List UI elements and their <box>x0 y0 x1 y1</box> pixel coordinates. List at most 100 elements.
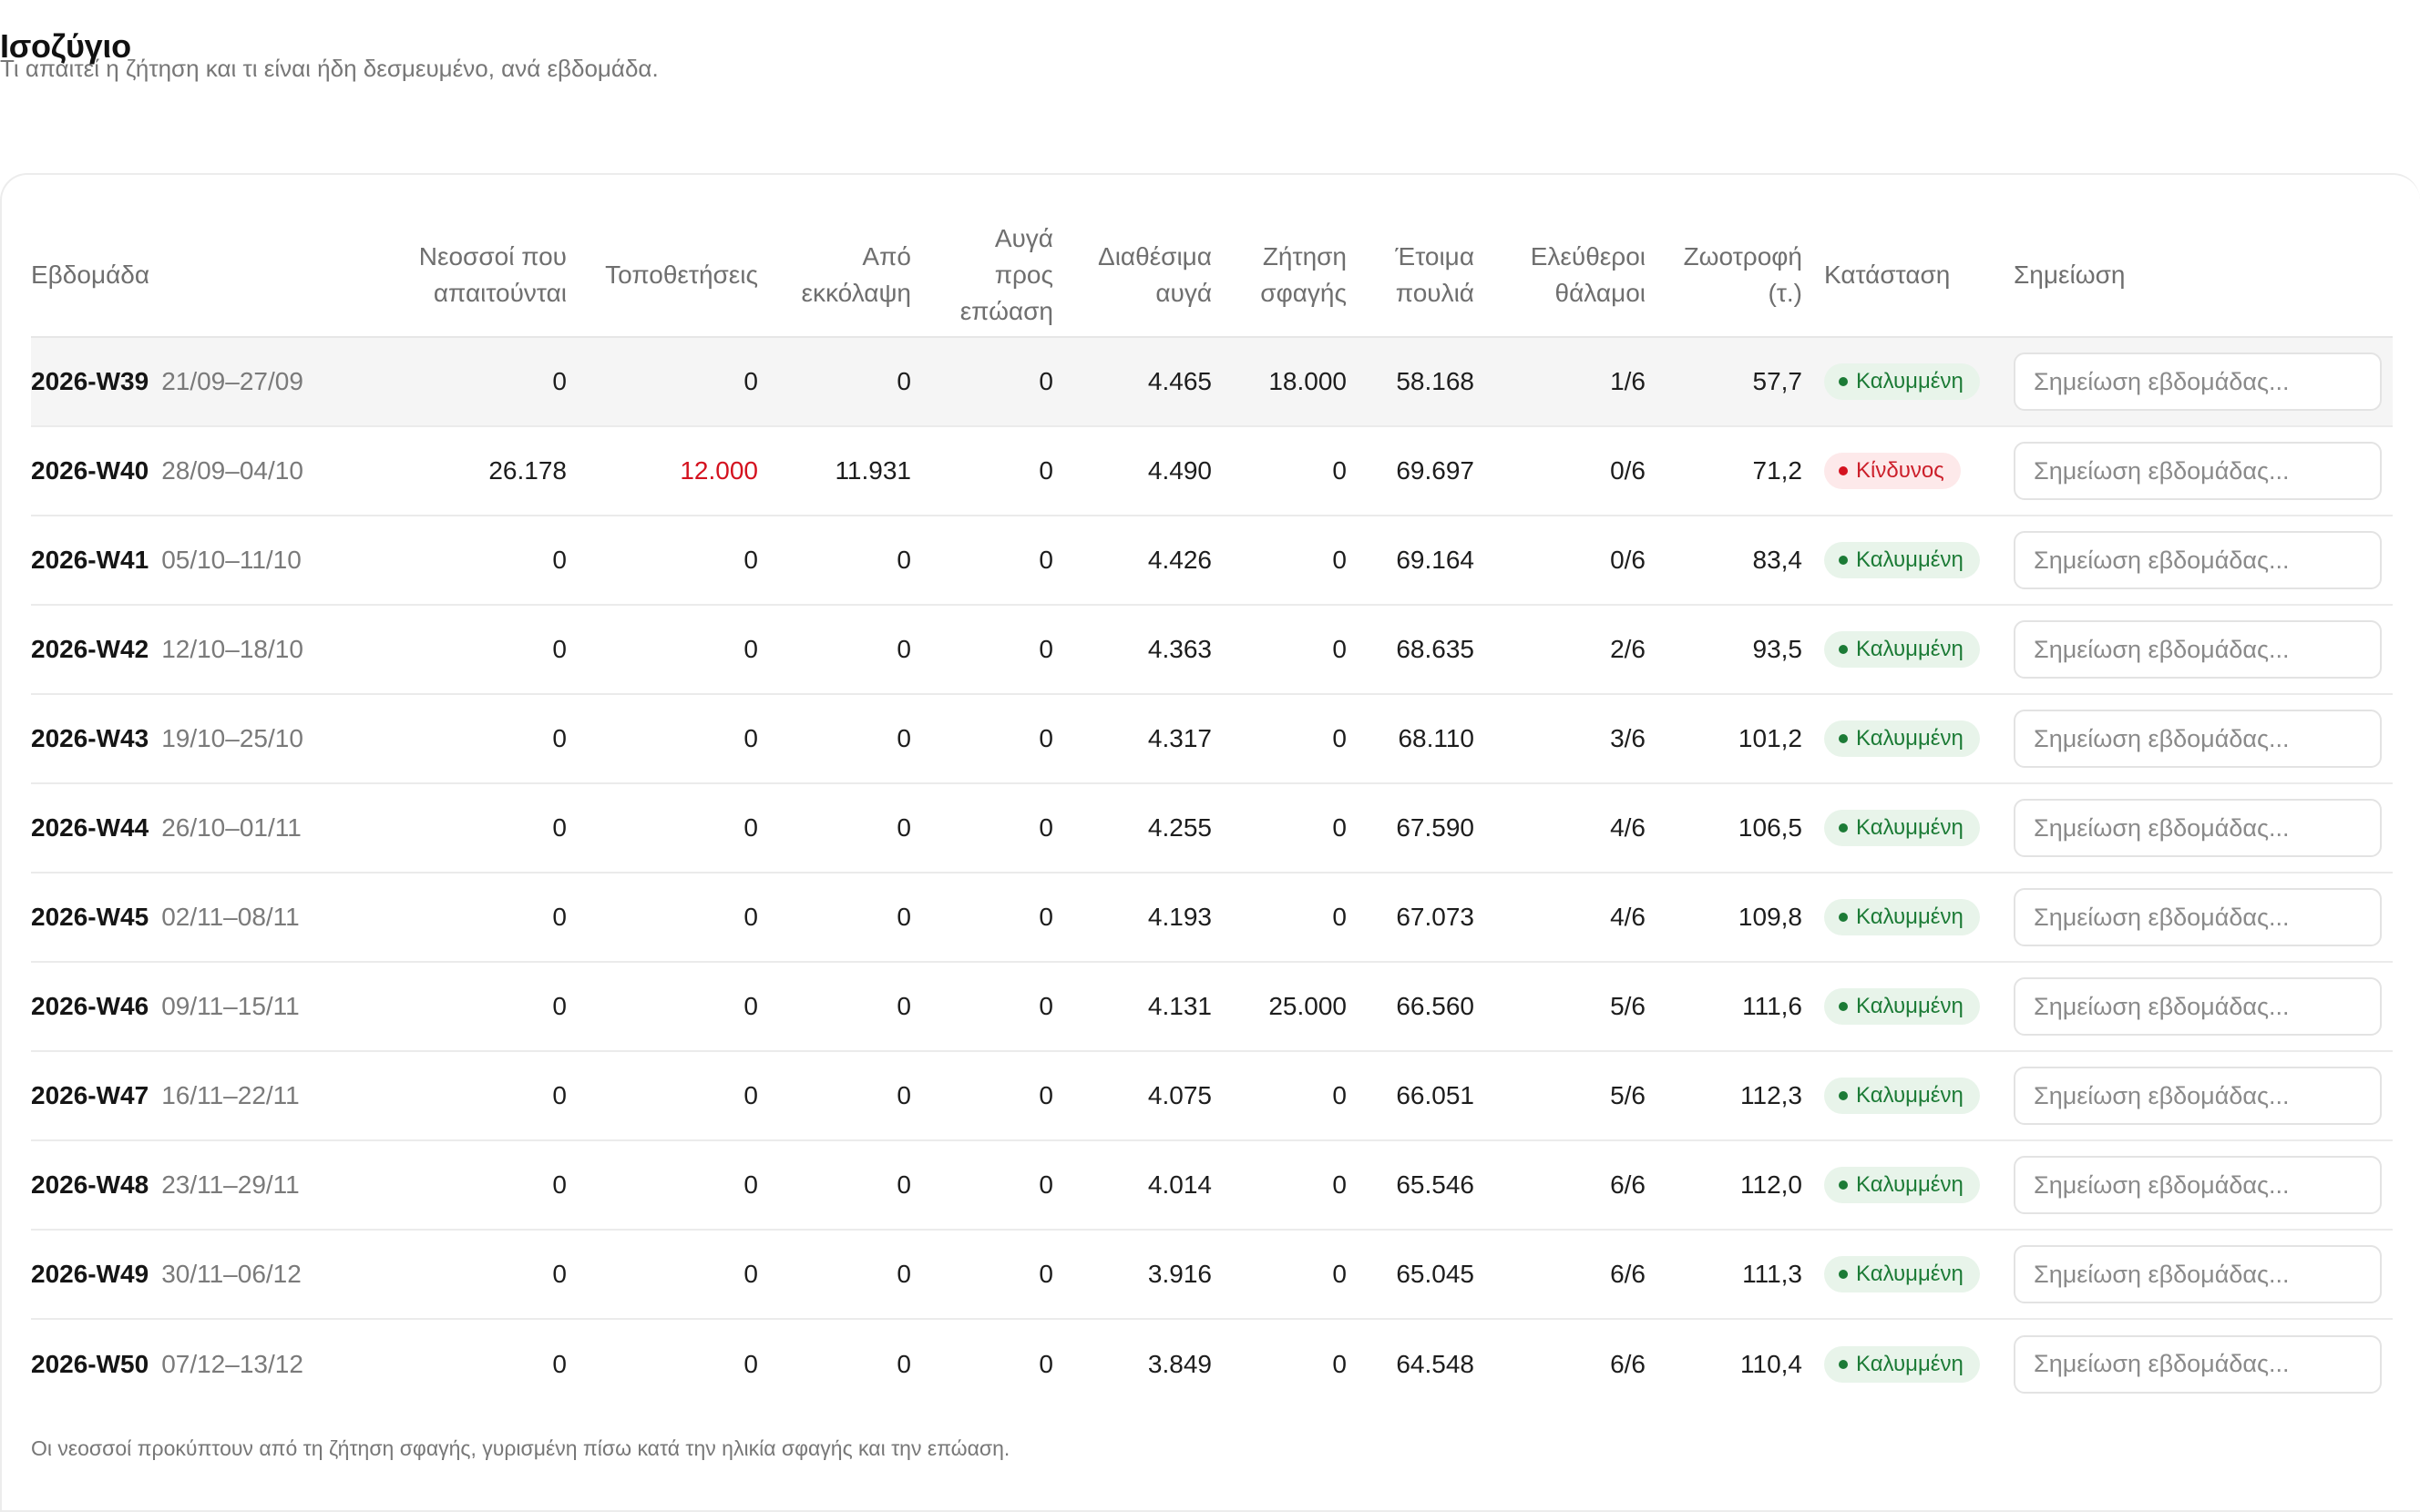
week-range: 30/11–06/12 <box>161 1260 302 1288</box>
header-from-hatch: Από εκκόλαψη <box>769 213 922 338</box>
week-note-input[interactable] <box>2014 442 2382 500</box>
status-badge: Καλυμμένη <box>1824 1167 1980 1203</box>
slaughter-demand-cell: 18.000 <box>1223 337 1358 427</box>
status-label: Καλυμμένη <box>1856 904 1964 929</box>
week-label: 2026-W42 <box>31 635 149 663</box>
available-eggs-cell: 4.255 <box>1064 783 1223 873</box>
placements-cell: 0 <box>578 873 769 963</box>
chicks-required-cell: 0 <box>381 783 578 873</box>
status-badge: Καλυμμένη <box>1824 1078 1980 1114</box>
week-cell: 2026-W45 02/11–08/11 <box>31 873 381 963</box>
free-houses-cell: 6/6 <box>1485 1140 1656 1231</box>
eggs-to-incubate-cell: 0 <box>922 694 1064 784</box>
week-note-input[interactable] <box>2014 977 2382 1036</box>
status-cell: Καλυμμένη <box>1813 1051 2003 1141</box>
table-row: 2026-W45 02/11–08/11 0 0 0 0 4.193 0 67.073 4/6 10… <box>31 873 2393 963</box>
week-cell: 2026-W44 26/10–01/11 <box>31 783 381 873</box>
free-houses-cell: 6/6 <box>1485 1230 1656 1320</box>
week-note-input[interactable] <box>2014 531 2382 589</box>
week-label: 2026-W43 <box>31 724 149 752</box>
free-houses-cell: 5/6 <box>1485 962 1656 1052</box>
available-eggs-cell: 4.465 <box>1064 337 1223 427</box>
status-badge: Καλυμμένη <box>1824 363 1980 400</box>
chicks-required-cell: 0 <box>381 605 578 695</box>
chicks-required-cell: 0 <box>381 516 578 606</box>
available-eggs-cell: 4.014 <box>1064 1140 1223 1231</box>
placements-cell: 0 <box>578 962 769 1052</box>
week-note-input[interactable] <box>2014 1156 2382 1214</box>
week-label: 2026-W49 <box>31 1260 149 1288</box>
note-cell <box>2003 605 2393 695</box>
table-row: 2026-W39 21/09–27/09 0 0 0 0 4.465 18.000 58.168… <box>31 337 2393 427</box>
week-note-input[interactable] <box>2014 620 2382 679</box>
week-label: 2026-W50 <box>31 1349 149 1378</box>
week-note-input[interactable] <box>2014 1334 2382 1394</box>
week-range: 21/09–27/09 <box>161 367 303 395</box>
table-row: 2026-W43 19/10–25/10 0 0 0 0 4.317 0 68.110 3/6 10… <box>31 694 2393 784</box>
feed-cell: 112,0 <box>1656 1140 1813 1231</box>
slaughter-demand-cell: 0 <box>1223 1140 1358 1231</box>
week-cell: 2026-W49 30/11–06/12 <box>31 1230 381 1320</box>
free-houses-cell: 5/6 <box>1485 1051 1656 1141</box>
week-note-input[interactable] <box>2014 1245 2382 1303</box>
header-ready-birds: Έτοιμα πουλιά <box>1358 213 1485 338</box>
ready-birds-cell: 66.560 <box>1358 962 1485 1052</box>
slaughter-demand-cell: 0 <box>1223 783 1358 873</box>
week-note-input[interactable] <box>2014 710 2382 768</box>
slaughter-demand-cell: 0 <box>1223 426 1358 516</box>
week-note-input[interactable] <box>2014 799 2382 857</box>
ready-birds-cell: 67.590 <box>1358 783 1485 873</box>
table-header-row: Εβδομάδα Νεοσσοί που απαιτούνται Τοποθετ… <box>31 213 2393 338</box>
free-houses-cell: 0/6 <box>1485 516 1656 606</box>
week-range: 02/11–08/11 <box>161 903 300 931</box>
status-cell: Καλυμμένη <box>1813 1230 2003 1320</box>
week-note-input[interactable] <box>2014 888 2382 946</box>
table-row: 2026-W42 12/10–18/10 0 0 0 0 4.363 0 68.635 2/6 93… <box>31 605 2393 695</box>
status-badge: Καλυμμένη <box>1824 988 1980 1025</box>
status-label: Καλυμμένη <box>1856 637 1964 661</box>
eggs-to-incubate-cell: 0 <box>1039 1349 1053 1378</box>
header-slaughter-demand: Ζήτηση σφαγής <box>1223 213 1358 338</box>
from-hatch-cell: 0 <box>769 516 922 606</box>
page-subtitle: Τι απαιτεί η ζήτηση και τι είναι ήδη δεσ… <box>0 55 659 82</box>
placements-cell: 0 <box>578 516 769 606</box>
slaughter-demand-cell: 0 <box>1223 1230 1358 1320</box>
placements-cell: 0 <box>578 337 769 427</box>
feed-cell: 106,5 <box>1656 783 1813 873</box>
week-cell: 2026-W47 16/11–22/11 <box>31 1051 381 1141</box>
status-dot-icon <box>1839 1270 1848 1279</box>
week-note-input[interactable] <box>2014 352 2382 411</box>
from-hatch-cell: 0 <box>769 1140 922 1231</box>
ready-birds-cell: 68.635 <box>1358 605 1485 695</box>
from-hatch-cell: 0 <box>769 694 922 784</box>
table-row: 2026-W48 23/11–29/11 0 0 0 0 4.014 0 65.546 6/6 11… <box>31 1140 2393 1231</box>
status-dot-icon <box>1839 1002 1848 1011</box>
page-title: Ισοζύγιο <box>0 27 131 66</box>
from-hatch-cell: 0 <box>769 1230 922 1320</box>
from-hatch-cell: 0 <box>769 605 922 695</box>
status-label: Καλυμμένη <box>1856 1172 1964 1197</box>
note-cell <box>2003 516 2393 606</box>
feed-cell: 101,2 <box>1656 694 1813 784</box>
status-label: Καλυμμένη <box>1856 815 1964 840</box>
status-dot-icon <box>1839 734 1848 743</box>
week-range: 28/09–04/10 <box>161 456 303 485</box>
eggs-to-incubate-cell: 0 <box>922 337 1064 427</box>
week-label: 2026-W39 <box>31 367 149 395</box>
status-cell: Καλυμμένη <box>1813 516 2003 606</box>
chicks-required-cell: 26.178 <box>381 426 578 516</box>
status-label: Καλυμμένη <box>1856 726 1964 751</box>
eggs-to-incubate-cell: 0 <box>922 962 1064 1052</box>
table-row: 2026-W47 16/11–22/11 0 0 0 0 4.075 0 66.051 5/6 11… <box>31 1051 2393 1141</box>
status-dot-icon <box>1839 913 1848 922</box>
available-eggs-cell: 4.490 <box>1064 426 1223 516</box>
ready-birds-cell: 67.073 <box>1358 873 1485 963</box>
available-eggs-cell: 4.131 <box>1064 962 1223 1052</box>
status-label: Καλυμμένη <box>1856 547 1964 572</box>
week-label: 2026-W45 <box>31 903 149 931</box>
week-label: 2026-W48 <box>31 1170 149 1199</box>
header-note: Σημείωση <box>2003 213 2393 338</box>
status-cell: Καλυμμένη <box>1813 1319 2003 1408</box>
week-note-input[interactable] <box>2014 1067 2382 1125</box>
feed-cell: 71,2 <box>1656 426 1813 516</box>
